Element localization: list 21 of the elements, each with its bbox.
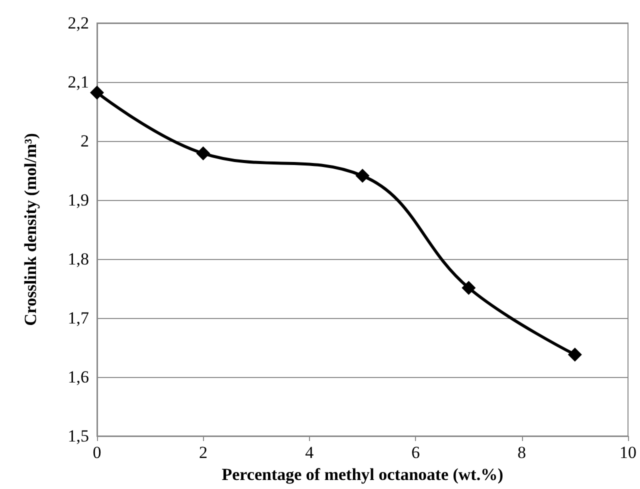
x-tick-label: 2 — [198, 443, 208, 462]
y-tick-label: 2 — [80, 132, 89, 150]
y-tick-label: 2,1 — [68, 72, 89, 92]
y-axis-title: Crosslink density (mol/m³) — [21, 133, 40, 326]
y-tick-label: 2,2 — [68, 14, 89, 32]
y-tick-label: 1,8 — [68, 250, 89, 268]
x-tick-label: 6 — [411, 443, 420, 462]
point — [196, 146, 210, 160]
y-tick-label: 1,7 — [68, 308, 90, 328]
x-tick-label: 0 — [92, 443, 102, 462]
x-axis-title: Percentage of methyl octanoate (wt.%) — [222, 465, 504, 484]
point — [568, 348, 582, 362]
x-tick-label: 10 — [620, 443, 636, 462]
point — [90, 86, 104, 100]
point — [462, 280, 476, 295]
y-tick-label: 1,5 — [68, 426, 89, 446]
point — [356, 168, 370, 183]
x-tick-label: 4 — [305, 443, 314, 462]
y-tick-label: 1,6 — [68, 368, 89, 386]
y-tick-label: 1,9 — [68, 190, 89, 210]
x-tick-label: 8 — [518, 443, 526, 462]
